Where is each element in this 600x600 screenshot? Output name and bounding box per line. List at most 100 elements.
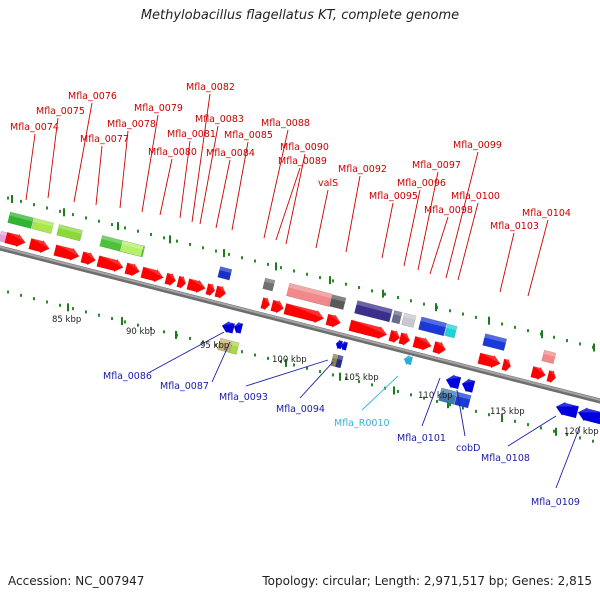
forward-gene (501, 358, 512, 373)
reverse-gene-shine (462, 378, 476, 384)
reverse-gene-shape (221, 320, 236, 334)
forward-gene-shape (96, 255, 124, 273)
forward-gene (80, 251, 96, 266)
tick-dot (293, 363, 295, 367)
forward-gene-shape (325, 313, 341, 328)
tick-dot (306, 366, 308, 370)
tick-dot (488, 413, 490, 417)
tick-dot (280, 266, 282, 270)
ruler-tick-label: 120 kbp (564, 427, 599, 437)
tick-dot (46, 206, 48, 210)
forward-gene (325, 313, 341, 328)
ruler-tick-label: 100 kbp (272, 355, 307, 365)
tick-mark (447, 400, 449, 409)
tick-dot (384, 292, 386, 296)
tick-dot (566, 433, 568, 437)
reverse-gene-shine (222, 321, 235, 326)
tick-dot (228, 252, 230, 256)
tick-dot (475, 409, 477, 413)
forward-leader (159, 158, 173, 216)
reverse-gene-shine (341, 340, 348, 345)
reverse-gene (555, 401, 580, 419)
reverse-gene-shape (577, 407, 600, 425)
ruler-tick-label: 95 kbp (200, 341, 229, 351)
tick-dot (124, 320, 126, 324)
tick-dot (189, 336, 191, 340)
rna-gene-shape (403, 354, 414, 366)
label-leaders (25, 93, 581, 489)
feature-box-shape (7, 211, 34, 229)
forward-gene (53, 244, 80, 261)
tick-dot (423, 302, 425, 306)
feature-box (217, 337, 233, 353)
reverse-leader (149, 331, 225, 373)
feature-box-shape (418, 316, 448, 337)
tick-dot (410, 299, 412, 303)
reverse-gene-shine (234, 321, 243, 327)
feature-box (482, 333, 508, 351)
forward-gene-label: Mfla_0083 (195, 114, 244, 125)
feature-box-shine (484, 333, 507, 343)
forward-leader (429, 216, 449, 275)
feature-box (31, 217, 55, 234)
reverse-gene-label: Mfla_0101 (397, 433, 446, 444)
forward-leader (25, 133, 36, 201)
forward-gene-label: Mfla_0089 (278, 156, 327, 167)
reverse-gene (221, 320, 236, 334)
forward-gene (124, 262, 140, 277)
tick-mark (435, 303, 437, 312)
feature-box-shine (356, 300, 393, 314)
tick-dot (319, 370, 321, 374)
feature-box-shine (446, 323, 458, 331)
reverse-gene-shape (445, 374, 462, 390)
feature-box-shine (337, 355, 344, 361)
forward-gene-shape (546, 369, 557, 384)
forward-gene-label: Mfla_0084 (206, 148, 255, 159)
forward-leader (345, 175, 361, 253)
feature-box-shape (229, 340, 240, 355)
forward-leader (231, 141, 249, 231)
forward-gene (530, 366, 546, 381)
tick-dot (254, 353, 256, 357)
tick-dot (358, 286, 360, 290)
reverse-gene-label: Mfla_0094 (276, 404, 325, 415)
tick-dot (59, 303, 61, 307)
accession-text: Accession: NC_007947 (8, 574, 145, 588)
feature-box-shape (217, 266, 233, 281)
reverse-gene-label: Mfla_0109 (531, 497, 580, 508)
feature-box-shape (391, 310, 403, 325)
forward-leader (381, 202, 394, 259)
tick-dot (7, 196, 9, 200)
tick-dot (462, 406, 464, 410)
feature-box-shine (393, 310, 403, 317)
reverse-leader (361, 375, 399, 411)
tick-dot (527, 329, 529, 333)
tick-dot (436, 399, 438, 403)
forward-gene-label: Mfla_0088 (261, 118, 310, 129)
forward-leader (527, 219, 549, 297)
reverse-leader (421, 377, 441, 427)
forward-gene (283, 303, 325, 324)
forward-leader (47, 117, 59, 199)
reverse-gene (335, 338, 344, 351)
gene-labels: Mfla_0074 Mfla_0075 Mfla_0076 Mfla_0077 Mfla… (10, 82, 580, 508)
reverse-leader (555, 425, 581, 489)
feature-box (119, 240, 144, 257)
reverse-gene (233, 321, 244, 335)
forward-gene-label: Mfla_0080 (148, 147, 197, 158)
forward-gene-label: valS (318, 178, 338, 189)
feature-box (217, 266, 233, 281)
tick-dot (332, 373, 334, 377)
tick-mark (488, 316, 490, 325)
reverse-gene (340, 340, 349, 352)
forward-gene (398, 332, 410, 347)
feature-box-shine (543, 350, 556, 357)
feature-box (7, 211, 34, 229)
feature-box-shine (231, 341, 240, 347)
feature-box-shine (264, 277, 276, 285)
reverse-gene (445, 374, 462, 390)
forward-gene-shine (351, 319, 387, 335)
feature-box-shape (119, 240, 144, 257)
reverse-leader (456, 389, 466, 437)
